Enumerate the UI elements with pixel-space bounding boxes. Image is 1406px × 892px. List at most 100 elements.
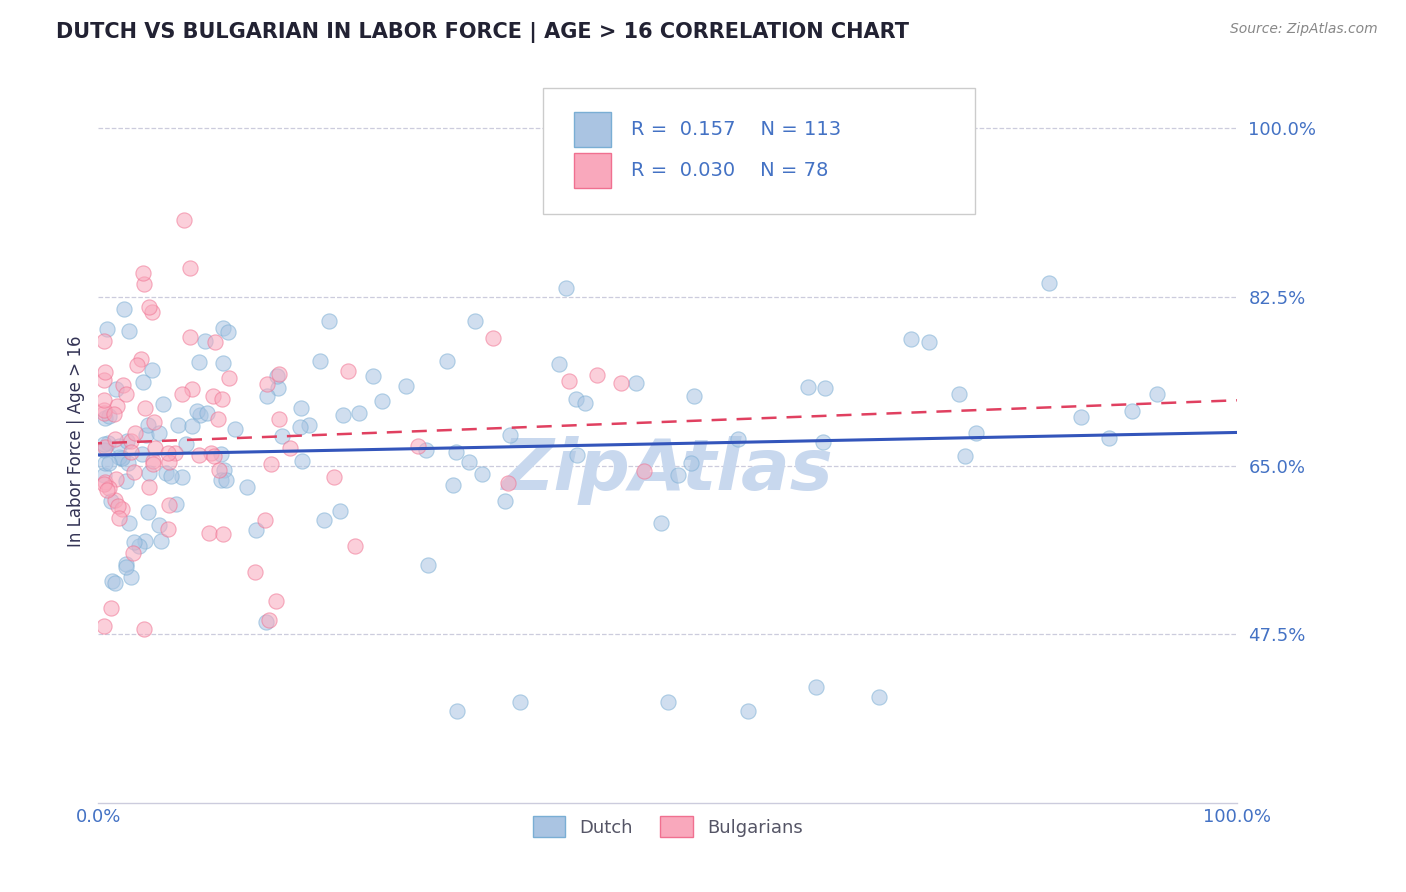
Point xyxy=(157,455,180,469)
Point xyxy=(446,444,468,458)
Point xyxy=(254,513,277,527)
Point xyxy=(128,539,150,553)
Point xyxy=(290,401,312,415)
Point xyxy=(138,300,160,314)
Point xyxy=(666,468,689,483)
Point xyxy=(105,399,128,413)
Point xyxy=(155,467,177,481)
Point xyxy=(509,695,531,709)
Point xyxy=(93,443,115,458)
Point xyxy=(804,680,827,694)
Point xyxy=(953,449,976,463)
Point xyxy=(104,576,127,591)
Point xyxy=(138,466,160,480)
Point xyxy=(267,367,290,381)
Point xyxy=(121,546,143,560)
Point xyxy=(259,613,281,627)
Legend: Dutch, Bulgarians: Dutch, Bulgarians xyxy=(526,809,810,845)
Point xyxy=(142,457,165,471)
Point xyxy=(134,401,156,415)
Y-axis label: In Labor Force | Age > 16: In Labor Force | Age > 16 xyxy=(66,335,84,548)
Point xyxy=(127,358,149,372)
Point xyxy=(120,434,142,449)
Point xyxy=(186,404,208,418)
Point xyxy=(93,373,115,387)
Point xyxy=(371,394,394,409)
Point xyxy=(441,478,464,492)
Point xyxy=(98,409,121,423)
Point xyxy=(111,502,134,516)
Point xyxy=(138,480,160,494)
Point xyxy=(271,429,294,443)
Point xyxy=(93,477,115,491)
Point xyxy=(554,281,576,295)
Point xyxy=(104,432,127,446)
Point xyxy=(108,439,131,453)
Point xyxy=(118,324,141,338)
Point xyxy=(482,331,505,345)
Point xyxy=(737,704,759,718)
Point xyxy=(269,412,291,426)
Point xyxy=(266,594,288,608)
Point xyxy=(110,450,132,465)
Point xyxy=(93,393,115,408)
Point xyxy=(900,332,922,346)
Point xyxy=(103,407,125,421)
Point xyxy=(173,213,195,227)
Point xyxy=(297,418,319,433)
Point xyxy=(574,396,596,410)
Point xyxy=(152,397,174,411)
Point xyxy=(93,467,115,482)
Point xyxy=(266,369,288,384)
Point xyxy=(215,473,238,487)
Point xyxy=(633,464,655,478)
Point xyxy=(624,376,647,390)
Point xyxy=(260,457,283,471)
Point xyxy=(149,534,172,549)
Point xyxy=(207,412,229,426)
Point xyxy=(131,266,153,280)
Point xyxy=(343,539,366,553)
Point xyxy=(131,446,153,460)
Point xyxy=(336,364,359,378)
Point xyxy=(94,456,117,470)
Point xyxy=(96,322,118,336)
Point xyxy=(918,335,941,350)
Point xyxy=(93,403,115,417)
Point xyxy=(679,457,702,471)
Point xyxy=(115,386,138,401)
Point xyxy=(332,408,354,422)
Point xyxy=(120,570,142,584)
Point xyxy=(96,483,118,498)
Point xyxy=(170,387,193,401)
Point xyxy=(212,356,235,370)
Point xyxy=(212,463,235,477)
Point xyxy=(115,559,138,574)
Point xyxy=(415,442,437,457)
Point xyxy=(811,434,834,449)
Point xyxy=(159,469,181,483)
Text: Source: ZipAtlas.com: Source: ZipAtlas.com xyxy=(1230,22,1378,37)
Point xyxy=(323,470,346,484)
Point xyxy=(136,505,159,519)
Point xyxy=(1070,409,1092,424)
Point xyxy=(318,314,340,328)
Point xyxy=(136,418,159,433)
Point xyxy=(174,436,197,450)
FancyBboxPatch shape xyxy=(575,153,612,188)
Point xyxy=(623,189,645,203)
Point xyxy=(965,426,987,441)
Point xyxy=(1038,276,1060,290)
Point xyxy=(141,363,163,377)
Point xyxy=(108,450,131,465)
Point xyxy=(156,446,179,460)
Point xyxy=(436,354,458,368)
FancyBboxPatch shape xyxy=(543,87,976,214)
Point xyxy=(496,476,519,491)
Point xyxy=(94,440,117,454)
Point xyxy=(135,428,157,442)
Point xyxy=(134,533,156,548)
Point xyxy=(110,450,132,465)
Point xyxy=(108,511,131,525)
Point xyxy=(179,330,201,344)
